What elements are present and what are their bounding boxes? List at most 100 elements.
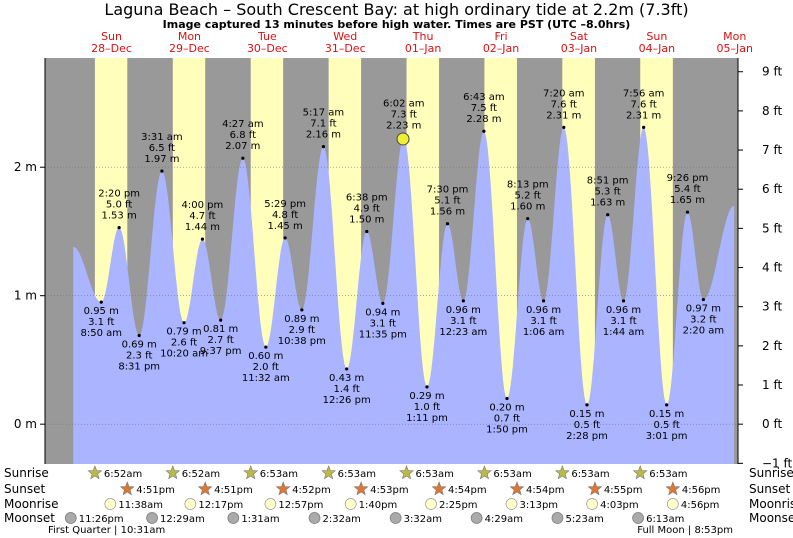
- moonset-time: 6:13am: [646, 514, 684, 525]
- right-tick-label: 6 ft: [762, 182, 782, 196]
- sunset-icon: [587, 481, 603, 496]
- row-label-left: Moonset: [4, 511, 55, 525]
- right-tick-label: 4 ft: [762, 261, 782, 275]
- moon-phase-label: First Quarter | 10:31am: [48, 525, 165, 536]
- tide-time-label: 1:44 am: [603, 327, 645, 338]
- tide-feet-label: 0.5 ft: [653, 420, 679, 431]
- row-label-right: Moonrise: [749, 497, 793, 511]
- moonset-icon: [64, 512, 77, 524]
- moonrise-icon: [344, 498, 357, 510]
- tide-metre-label: 0.43 m: [329, 373, 364, 384]
- moonset-icon: [227, 512, 240, 524]
- tide-metre-label: 1.60 m: [510, 202, 545, 213]
- sunset-icon: [431, 481, 447, 496]
- sunrise-time: 6:53am: [493, 469, 531, 480]
- moon-phase-label: Full Moon | 8:53pm: [637, 525, 733, 536]
- sunrise-time: 6:52am: [104, 469, 142, 480]
- moonrise-time: 3:13pm: [520, 500, 559, 511]
- sunset-time: 4:55pm: [604, 485, 643, 496]
- page-title: Laguna Beach – South Crescent Bay: at hi…: [104, 0, 689, 19]
- tide-time-label: 12:23 am: [439, 327, 487, 338]
- tide-point: [345, 367, 349, 371]
- tide-metre-label: 0.20 m: [489, 402, 524, 413]
- tide-point: [505, 396, 509, 401]
- sunset-time: 4:56pm: [682, 485, 721, 496]
- tide-metre-label: 2.31 m: [626, 110, 661, 121]
- tide-point: [606, 213, 610, 217]
- tide-metre-label: 1.63 m: [590, 198, 625, 209]
- tide-feet-label: 4.8 ft: [272, 210, 298, 221]
- tide-time-label: 9:26 pm: [667, 173, 709, 184]
- tide-feet-label: 5.0 ft: [106, 200, 132, 211]
- row-label-left: Sunrise: [4, 466, 49, 480]
- day-date-label: 28–Dec: [91, 42, 132, 55]
- moonset-time: 2:32am: [323, 514, 361, 525]
- moonrise-icon: [184, 498, 197, 510]
- tide-metre-label: 2.16 m: [306, 130, 341, 141]
- tide-metre-label: 0.94 m: [365, 307, 400, 318]
- sunset-icon: [353, 481, 369, 496]
- right-tick-label: 3 ft: [762, 300, 782, 314]
- tide-feet-label: 3.1 ft: [370, 318, 396, 329]
- tide-point: [99, 300, 103, 304]
- day-name-label: Mon: [723, 30, 746, 43]
- sunrise-time: 6:53am: [338, 469, 376, 480]
- tide-point: [562, 125, 566, 129]
- right-tick-label: 0 ft: [762, 417, 782, 431]
- tide-point: [701, 297, 705, 302]
- tide-feet-label: 6.8 ft: [230, 130, 256, 141]
- tide-feet-label: 7.6 ft: [630, 99, 656, 110]
- tide-time-label: 2:20 am: [683, 326, 725, 337]
- sunrise-icon: [165, 465, 181, 480]
- day-date-label: 05–Jan: [717, 42, 753, 55]
- tide-feet-label: 4.9 ft: [354, 203, 380, 214]
- tide-feet-label: 0.7 ft: [494, 413, 520, 424]
- tide-feet-label: 5.2 ft: [515, 191, 541, 202]
- moonrise-icon: [104, 498, 117, 510]
- sunset-time: 4:53pm: [370, 485, 409, 496]
- tide-time-label: 6:43 am: [463, 92, 505, 103]
- tide-feet-label: 7.6 ft: [551, 99, 577, 110]
- sunset-icon: [275, 481, 291, 496]
- tide-feet-label: 1.4 ft: [333, 384, 359, 395]
- tide-point: [445, 222, 450, 226]
- tide-feet-label: 1.0 ft: [414, 402, 440, 413]
- tide-point: [482, 129, 486, 133]
- tide-point: [461, 299, 465, 303]
- day-date-label: 03–Jan: [561, 42, 597, 55]
- sunset-time: 4:52pm: [292, 485, 331, 496]
- tide-time-label: 11:32 am: [242, 373, 290, 384]
- tide-point: [160, 169, 164, 173]
- tide-point: [137, 333, 141, 338]
- day-date-label: 29–Dec: [169, 42, 210, 55]
- tide-metre-label: 0.96 m: [526, 305, 561, 316]
- tide-metre-label: 0.97 m: [686, 304, 721, 315]
- tide-feet-label: 3.1 ft: [610, 316, 636, 327]
- tide-annotations: 0.95 m3.1 ft8:50 am2:20 pm5.0 ft1.53 m0.…: [80, 88, 724, 442]
- day-date-label: 01–Jan: [405, 42, 441, 55]
- tide-metre-label: 0.15 m: [649, 409, 684, 420]
- tide-time-label: 3:31 am: [141, 132, 183, 143]
- tide-metre-label: 1.53 m: [102, 211, 137, 222]
- tide-time-label: 6:38 pm: [346, 192, 388, 203]
- tide-time-label: 8:13 pm: [507, 180, 549, 191]
- tide-time-label: 5:17 am: [303, 108, 345, 119]
- sunrise-icon: [399, 465, 415, 480]
- day-name-label: Sat: [570, 30, 589, 43]
- day-date-label: 31–Dec: [325, 42, 366, 55]
- tide-feet-label: 3.1 ft: [450, 316, 476, 327]
- tide-point: [425, 385, 429, 389]
- moonrise-icon: [505, 498, 518, 510]
- left-tick-label: 2 m: [14, 160, 37, 174]
- sunset-time: 4:51pm: [136, 485, 175, 496]
- tide-point: [365, 229, 369, 234]
- tide-time-label: 1:06 am: [523, 327, 565, 338]
- moonset-time: 1:31am: [241, 514, 279, 525]
- tide-time-label: 7:30 pm: [427, 185, 469, 196]
- tide-feet-label: 2.7 ft: [207, 335, 233, 346]
- tide-feet-label: 5.3 ft: [594, 187, 620, 198]
- day-date-label: 30–Dec: [247, 42, 288, 55]
- day-name-label: Fri: [494, 30, 507, 43]
- axes: 0 m 1 m 2 m −1 ft 0 ft 1 ft 2 ft 3 ft 4 ft 5 ft 6 …: [14, 58, 793, 470]
- row-label-left: Moonrise: [4, 497, 59, 511]
